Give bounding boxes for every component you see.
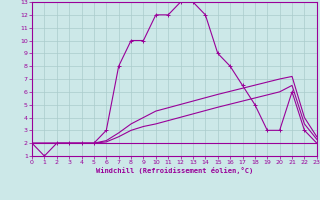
X-axis label: Windchill (Refroidissement éolien,°C): Windchill (Refroidissement éolien,°C): [96, 167, 253, 174]
